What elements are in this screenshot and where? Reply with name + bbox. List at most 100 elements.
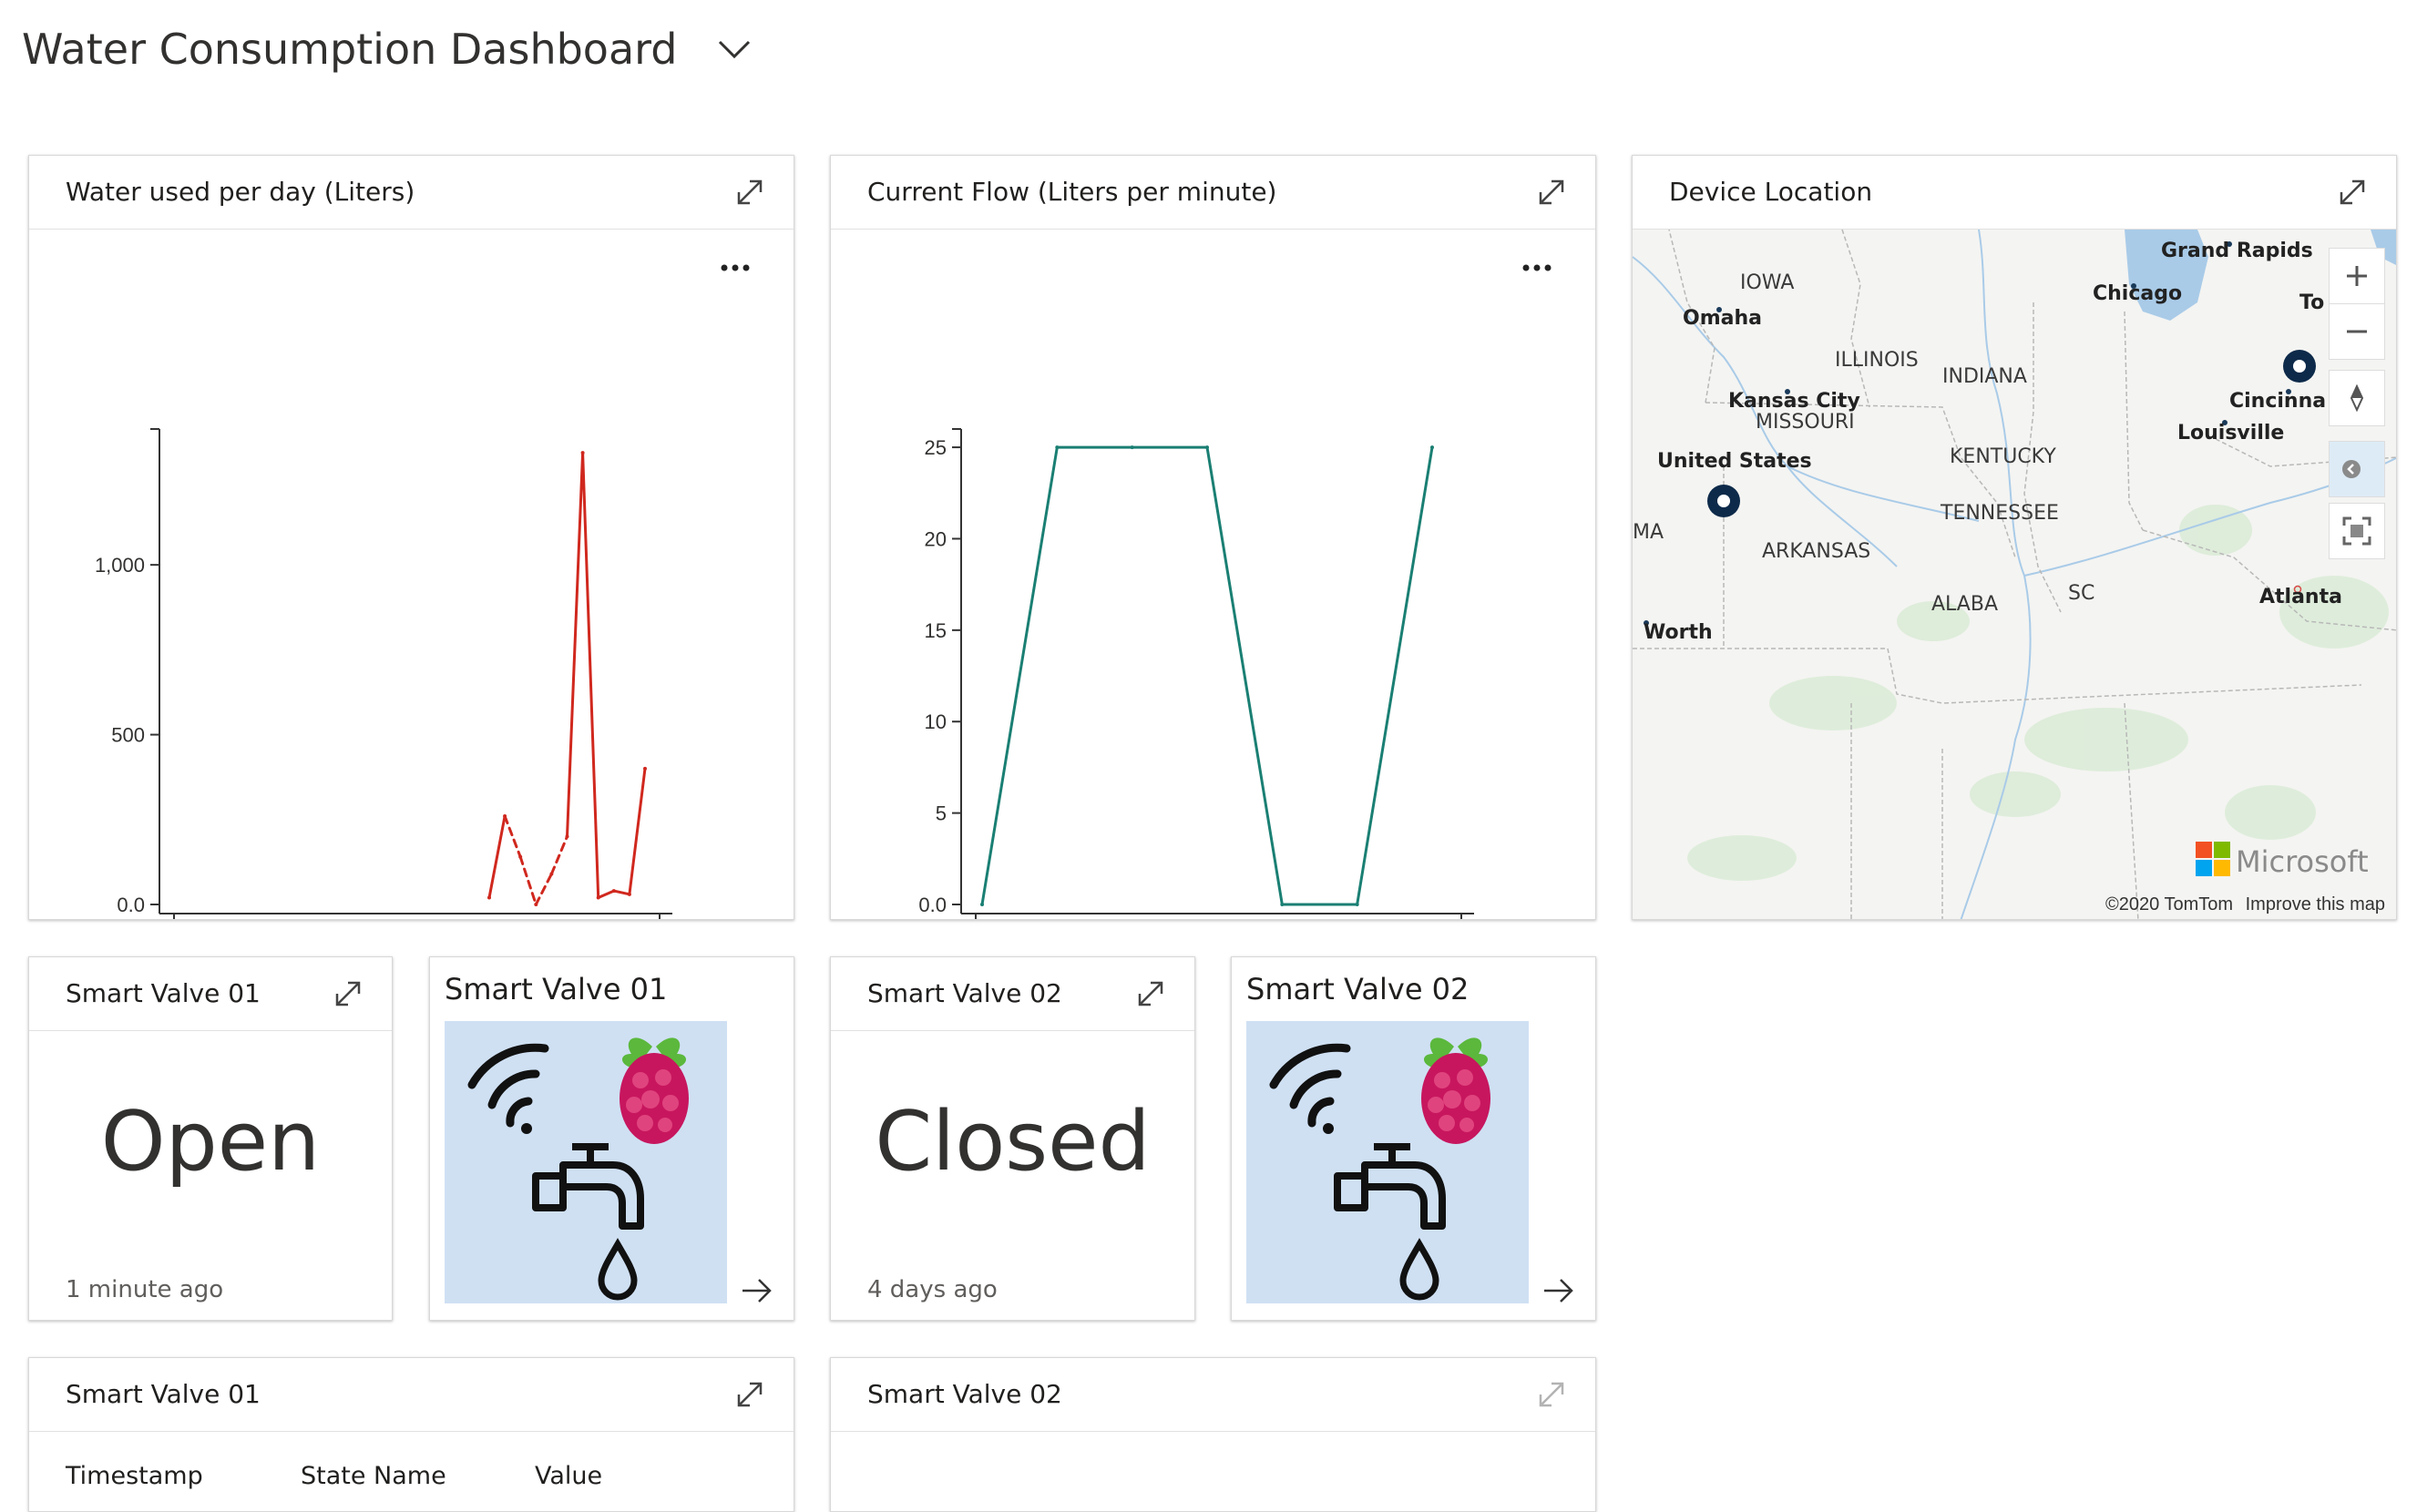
raspberry-pi-icon <box>620 1037 689 1144</box>
data-point <box>503 814 507 819</box>
map-country-label: United States <box>1657 450 1812 473</box>
valve02-table-tile: Smart Valve 02 <box>830 1357 1596 1512</box>
map-fullscreen-button[interactable] <box>2329 503 2385 559</box>
series-line-segment <box>503 814 522 859</box>
valve01-kpi-tile: Smart Valve 01 Open 1 minute ago <box>28 956 393 1321</box>
tile-title: Current Flow (Liters per minute) <box>867 177 1277 207</box>
data-point <box>518 854 523 859</box>
map-state-label: INDIANA <box>1942 365 2027 388</box>
map-zoom-in-button[interactable] <box>2329 248 2385 304</box>
tile-title: Smart Valve 02 <box>867 1379 1062 1409</box>
microsoft-logo-icon: Microsoft <box>2196 842 2369 879</box>
tile-title: Smart Valve 01 <box>445 972 668 1006</box>
map-state-label: MA <box>1633 521 1664 544</box>
data-point <box>565 834 569 839</box>
map-city-label: Kansas City <box>1728 390 1860 413</box>
more-options-icon[interactable] <box>1519 254 1555 281</box>
device-location-tile: Device Location <box>1632 155 2397 920</box>
map-state-label: TENNESSEE <box>1940 502 2059 525</box>
expand-icon[interactable] <box>330 976 366 1012</box>
tile-title: Smart Valve 02 <box>1246 972 1470 1006</box>
raspberry-pi-icon <box>1421 1037 1490 1144</box>
dashboard-title: Water Consumption Dashboard <box>22 25 678 74</box>
improve-map-link[interactable]: Improve this map <box>2245 894 2385 914</box>
expand-icon[interactable] <box>1132 976 1169 1012</box>
arrow-right-icon[interactable] <box>739 1272 775 1309</box>
valve02-image-tile[interactable]: Smart Valve 02 <box>1231 956 1596 1321</box>
map[interactable]: IOWA ILLINOIS INDIANA MISSOURI KENTUCKY … <box>1633 230 2396 919</box>
map-city-label: Grand Rapids <box>2161 240 2313 262</box>
more-options-icon[interactable] <box>717 254 753 281</box>
fullscreen-icon <box>2342 516 2371 546</box>
water-used-tile: Water used per day (Liters) 0.05001,0000… <box>28 155 794 920</box>
series-line-segment <box>566 451 585 838</box>
map-brand: Microsoft <box>2236 844 2369 879</box>
map-attribution: ©2020 TomTom Improve this map <box>2105 894 2385 915</box>
y-tick-label: 25 <box>925 436 947 459</box>
data-point <box>580 451 585 455</box>
map-state-label: SC <box>2068 582 2094 605</box>
expand-icon[interactable] <box>2334 174 2371 210</box>
tile-header: Current Flow (Liters per minute) <box>831 156 1595 230</box>
faucet-icon <box>1334 1143 1446 1230</box>
data-point <box>980 903 984 906</box>
map-attribution-text: ©2020 TomTom <box>2105 894 2234 914</box>
map-state-label: MISSOURI <box>1756 411 1855 434</box>
dashboard-header: Water Consumption Dashboard <box>22 20 755 78</box>
tile-title: Device Location <box>1669 177 1873 207</box>
tile-title: Smart Valve 02 <box>867 978 1062 1008</box>
map-city-label: Cincinna <box>2229 390 2326 413</box>
plus-icon <box>2347 266 2367 286</box>
device-location-marker[interactable] <box>1707 485 1740 517</box>
faucet-icon <box>532 1143 644 1230</box>
compass-icon <box>2350 384 2364 412</box>
dashboard-dropdown-chevron-icon[interactable] <box>713 28 755 70</box>
map-city-label: Chicago <box>2093 282 2182 305</box>
data-point <box>596 895 600 900</box>
y-tick-label: 5 <box>936 802 947 825</box>
expand-icon[interactable] <box>1533 1376 1570 1413</box>
tile-header: Device Location <box>1633 156 2396 230</box>
series-line-segment <box>1356 445 1434 906</box>
y-tick-label: 0.0 <box>117 894 145 916</box>
y-tick-label: 1,000 <box>95 554 145 577</box>
map-city-label: Omaha <box>1683 307 1762 330</box>
smart-valve-image <box>1246 1021 1529 1303</box>
valve-state-value: Closed <box>875 1094 1151 1190</box>
column-header-state-name[interactable]: State Name <box>301 1462 446 1490</box>
map-state-label: ILLINOIS <box>1835 349 1919 372</box>
data-point <box>549 872 554 876</box>
tile-header: Smart Valve 02 <box>831 957 1194 1031</box>
map-state-label: ARKANSAS <box>1762 540 1870 563</box>
series-line-segment <box>581 451 600 900</box>
data-point <box>1055 445 1060 450</box>
map-zoom-out-button[interactable] <box>2329 303 2385 360</box>
y-tick-label: 0.0 <box>918 894 947 916</box>
valve01-table-tile: Smart Valve 01 Timestamp State Name Valu… <box>28 1357 794 1512</box>
expand-icon[interactable] <box>732 174 768 210</box>
y-tick-label: 10 <box>925 710 947 733</box>
expand-icon[interactable] <box>1533 174 1570 210</box>
map-city-label: Louisville <box>2177 422 2284 444</box>
data-point <box>1280 903 1285 906</box>
current-flow-chart: 0.051015202504:01 PM05/23/202104:32 PM05… <box>918 428 1474 919</box>
map-canvas: IOWA ILLINOIS INDIANA MISSOURI KENTUCKY … <box>1633 230 2396 919</box>
arrow-right-icon[interactable] <box>1541 1272 1577 1309</box>
series-line-segment <box>549 834 568 875</box>
expand-icon[interactable] <box>732 1376 768 1413</box>
y-tick-label: 15 <box>925 619 947 642</box>
tile-header: Smart Valve 01 <box>29 957 392 1031</box>
tile-title: Smart Valve 01 <box>66 1379 261 1409</box>
valve-state-value: Open <box>100 1094 321 1190</box>
column-header-value[interactable]: Value <box>535 1462 603 1490</box>
series-line-segment <box>534 872 553 906</box>
column-header-timestamp[interactable]: Timestamp <box>66 1462 203 1490</box>
wifi-icon <box>467 1043 549 1134</box>
map-style-picker-button[interactable] <box>2329 441 2385 497</box>
valve01-image-tile[interactable]: Smart Valve 01 <box>429 956 794 1321</box>
device-location-marker[interactable] <box>2283 350 2316 383</box>
minus-icon <box>2347 330 2367 333</box>
map-compass-button[interactable] <box>2329 370 2385 426</box>
data-point <box>1430 445 1434 450</box>
tile-title: Smart Valve 01 <box>66 978 261 1008</box>
